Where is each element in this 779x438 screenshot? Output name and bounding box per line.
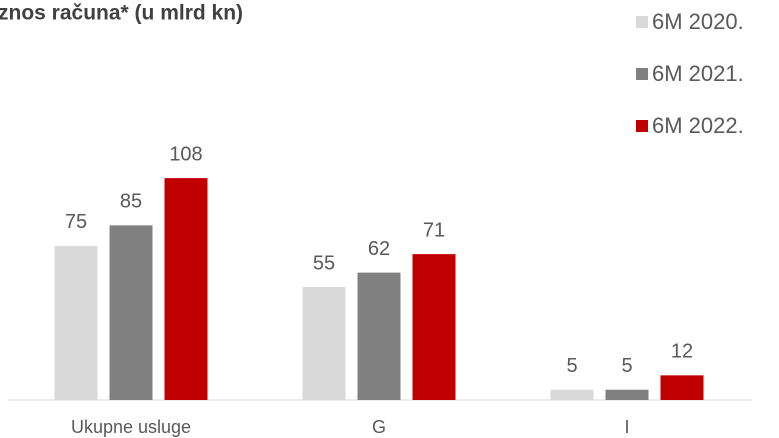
data-label: 5 [621,355,632,377]
legend-label: 6M 2020. [652,9,744,34]
chart-title: znos računa* (u mlrd kn) [0,2,243,25]
legend-label: 6M 2022. [652,113,744,138]
data-label: 55 [313,252,335,274]
x-tick-label: I [624,417,629,437]
bar [164,178,208,400]
data-label: 62 [368,238,390,260]
bar [660,375,704,400]
bar [54,245,98,400]
legend-swatch [636,120,648,132]
bar [109,225,153,400]
data-label: 85 [120,191,142,213]
bar [605,389,649,400]
data-label: 108 [169,143,202,165]
bar [550,389,594,400]
data-label: 71 [423,219,445,241]
x-tick-label: G [372,417,386,437]
legend-swatch [636,16,648,28]
legend-label: 6M 2021. [652,61,744,86]
x-tick-label: Ukupne usluge [71,417,191,437]
bar [357,272,401,400]
data-label: 5 [566,355,577,377]
bar [412,254,456,400]
data-label: 75 [65,211,87,233]
data-label: 12 [671,341,693,363]
bar [302,287,346,400]
legend-swatch [636,68,648,80]
